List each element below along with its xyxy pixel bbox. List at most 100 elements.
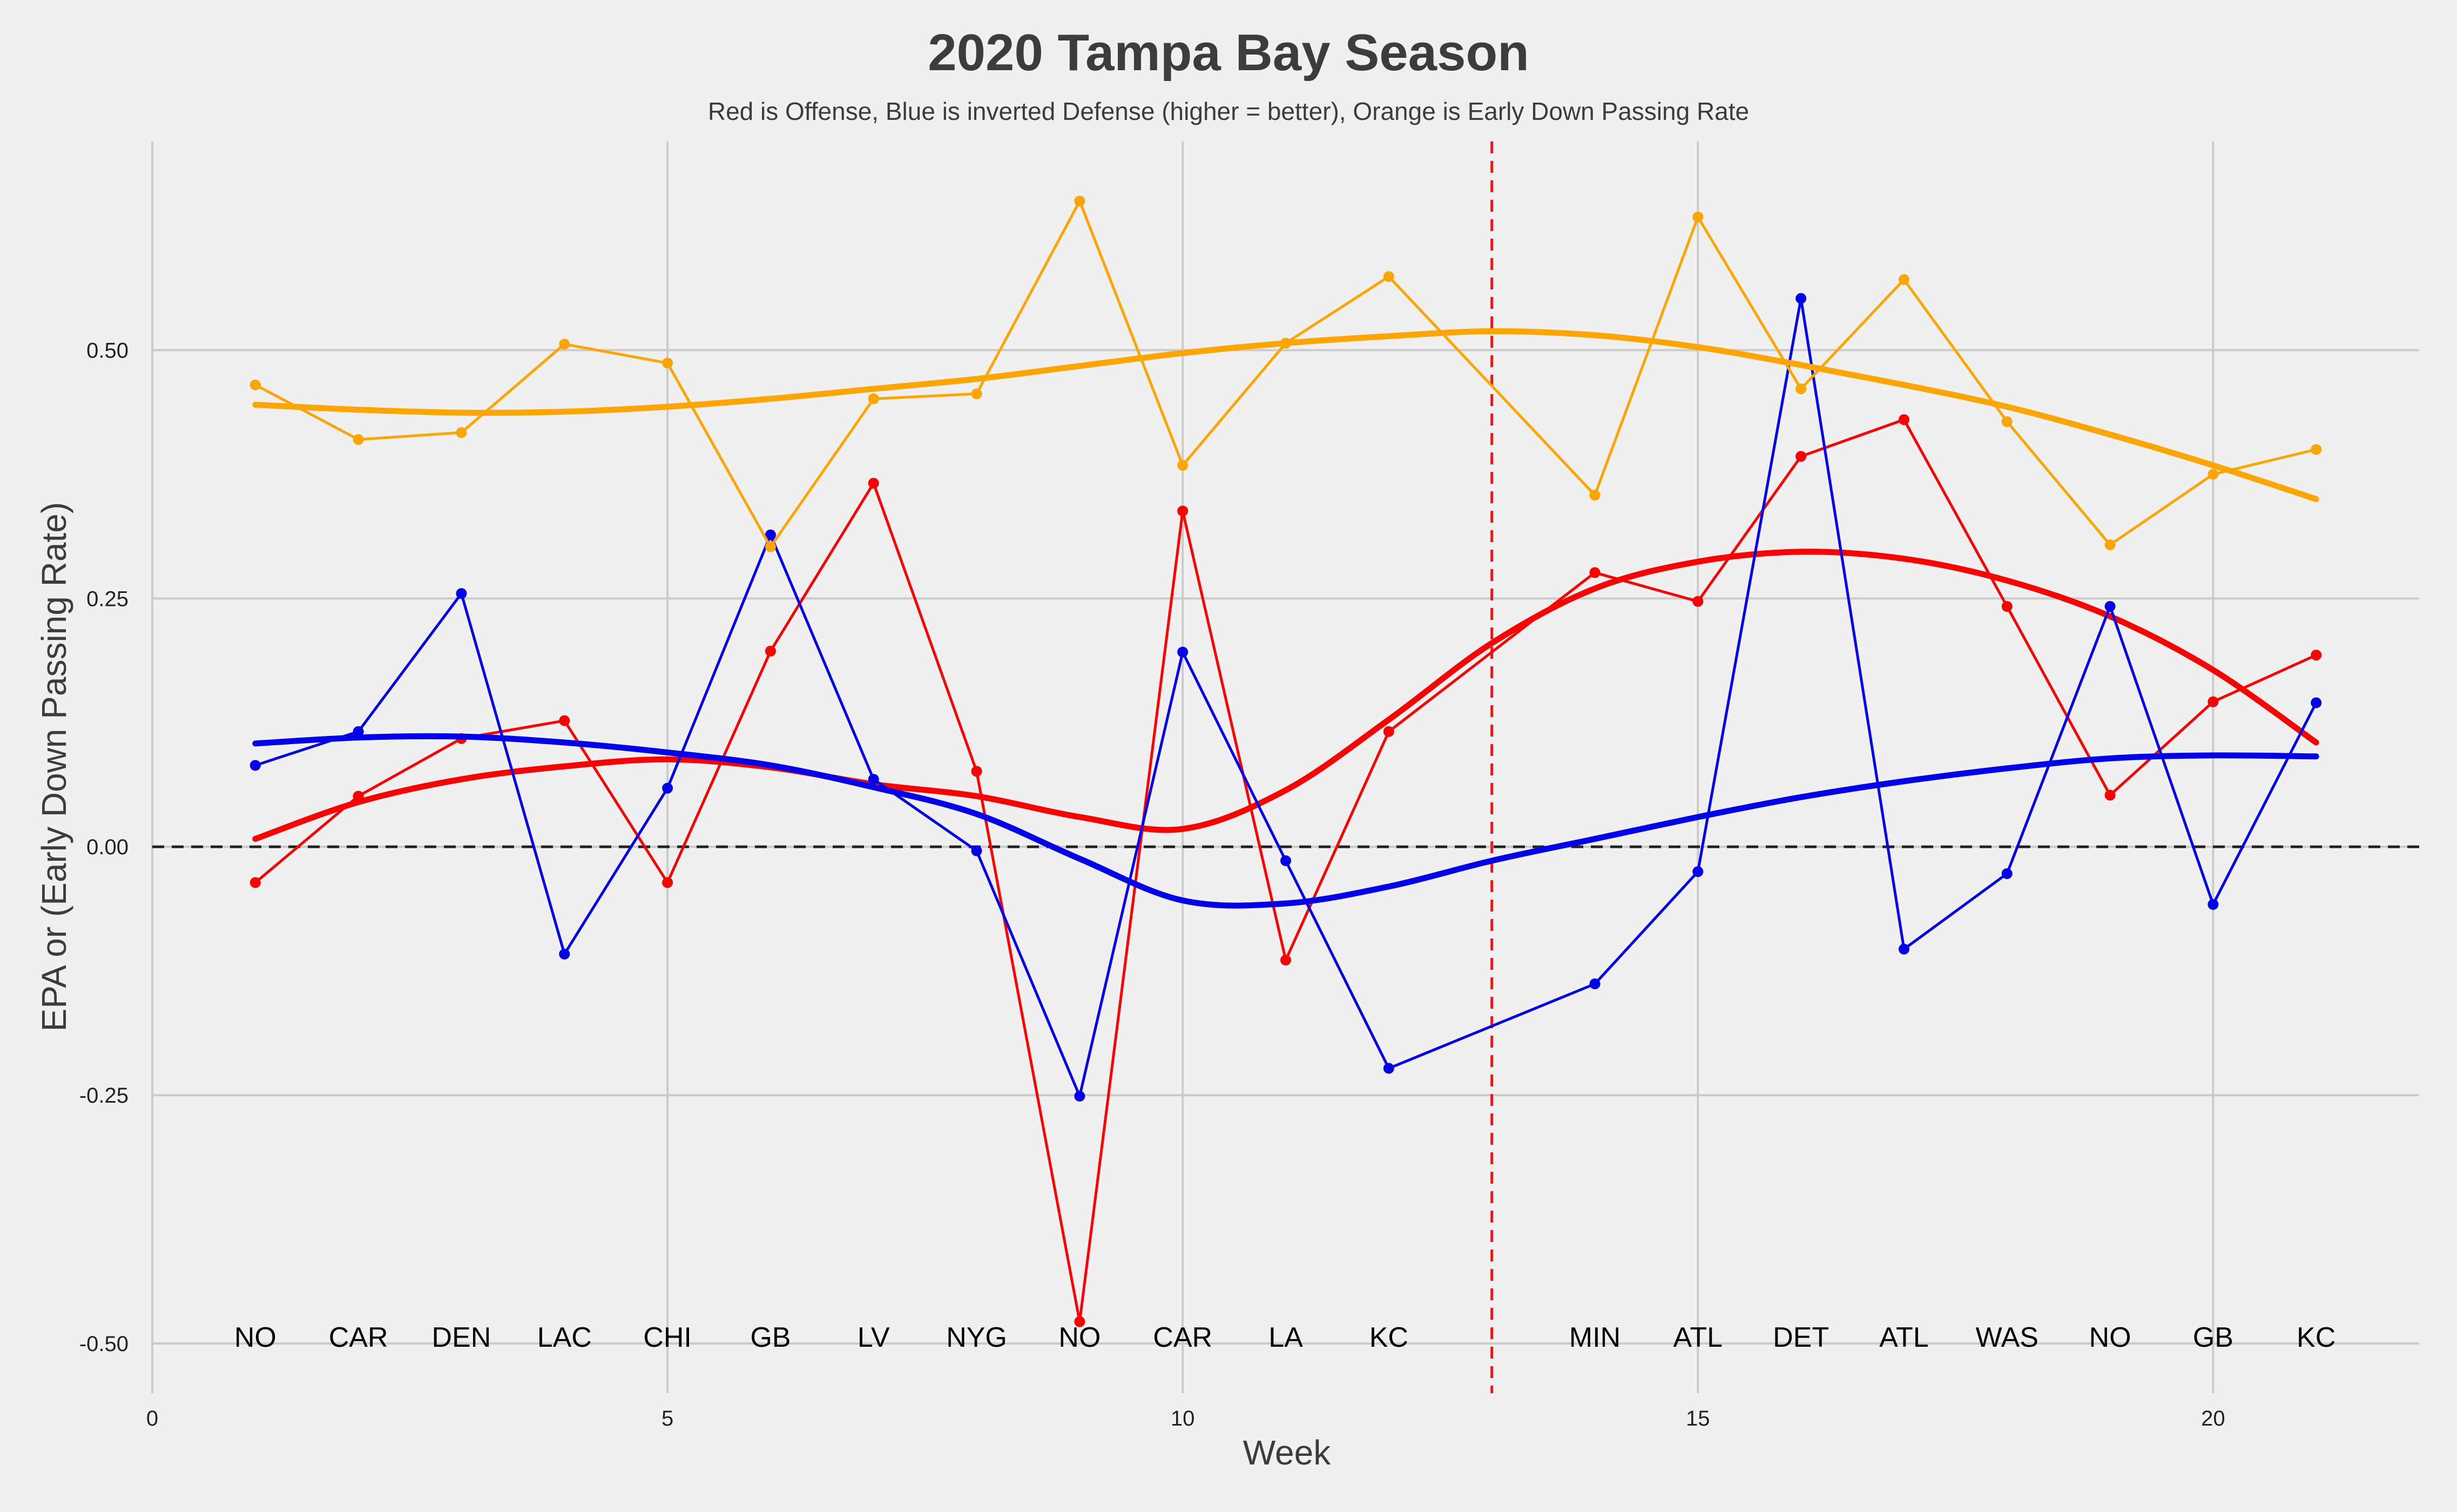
offense-point [2001,600,2013,612]
opponent-label: CAR [1153,1322,1212,1353]
offense-point [662,877,673,888]
opponent-label: NO [234,1322,276,1353]
opponent-label: KC [1369,1322,1408,1353]
x-tick-label: 15 [1686,1407,1710,1430]
series-offense [249,414,2322,1327]
offense-point [559,715,570,726]
defense_inverted-point [1796,293,1807,304]
defense_inverted-point [1074,1090,1085,1102]
opponent-label: KC [2297,1322,2336,1353]
reference-lines [152,141,2419,1393]
opponent-label: MIN [1569,1322,1621,1353]
early_down_pass_rate-point [1692,211,1704,222]
early_down_pass_rate-point [353,434,364,445]
defense_inverted-point [1589,978,1601,990]
chart-subtitle: Red is Offense, Blue is inverted Defense… [708,97,1749,125]
series-early_down_pass_rate [249,195,2322,552]
offense-point [1383,726,1394,737]
opponent-label: ATL [1879,1322,1929,1353]
opponent-label: GB [750,1322,791,1353]
offense-point [1796,451,1807,462]
defense_inverted-point [2104,600,2116,612]
defense_inverted-line [255,297,2318,1098]
early_down_pass_rate-point [1589,489,1601,501]
x-tick-label: 0 [146,1407,158,1430]
offense-point [1177,505,1189,517]
early_down_pass_rate-point [868,393,879,404]
defense_inverted-point [1177,646,1189,658]
defense_inverted-point [868,774,879,785]
defense_inverted-point [456,588,467,599]
defense_inverted-point [2311,697,2322,708]
early_down_pass_rate-point [1898,274,1909,285]
offense-point [1074,1316,1085,1327]
opponent-label: DEN [432,1322,491,1353]
offense-point [1589,567,1601,578]
opponent-label: LA [1268,1322,1303,1353]
chart-title: 2020 Tampa Bay Season [928,24,1529,82]
offense-point [868,477,879,489]
y-tick-label: 0.00 [86,835,129,859]
early_down_pass_rate-point [1796,383,1807,395]
opponent-label: LAC [537,1322,592,1353]
early_down_pass_rate-point [2001,416,2013,427]
series-defense_inverted [249,293,2322,1102]
y-tick-label: 0.25 [86,587,129,611]
y-tick-label: -0.25 [79,1084,129,1108]
defense_inverted-point [1383,1063,1394,1074]
offense-point [2104,789,2116,801]
labels-group: -0.50 -0.25 0.00 0.25 0.50 0 5 10 15 20 NO CAR DEN LA… [79,339,2336,1430]
defense_inverted-point [1692,866,1704,878]
y-tick-label: 0.50 [86,339,129,362]
defense_inverted-point [2001,868,2013,879]
early_down_pass_rate-point [662,357,673,369]
x-tick-label: 5 [662,1407,673,1430]
opponent-label: CAR [329,1322,388,1353]
x-tick-label: 20 [2201,1407,2225,1430]
defense_inverted-point [765,529,776,541]
defense_inverted-point [2208,899,2219,910]
defense_inverted-trend-line [252,733,2319,909]
opponent-label: NO [2089,1322,2131,1353]
opponent-label: DET [1773,1322,1829,1353]
early_down_pass_rate-point [765,541,776,552]
offense-point [1898,414,1909,426]
early_down_pass_rate-trend-line [252,328,2319,502]
opponent-label: GB [2193,1322,2233,1353]
x-axis-label: Week [1243,1433,1331,1472]
offense-trend-line [252,549,2319,842]
series-group [249,195,2322,1327]
early_down_pass_rate-point [249,379,261,390]
offense-point [2208,696,2219,707]
y-tick-label: -0.50 [79,1332,129,1356]
defense_inverted-point [662,782,673,794]
offense-point [765,645,776,657]
early_down_pass_rate-point [1177,460,1189,471]
defense_inverted-point [559,948,570,960]
defense_inverted-point [971,845,982,856]
early_down_pass_rate-point [559,339,570,350]
offense-point [2311,650,2322,661]
y-axis-label: EPA or (Early Down Passing Rate) [35,502,73,1032]
early_down_pass_rate-line [254,199,2317,549]
offense-point [249,877,261,888]
defense_inverted-point [353,726,364,737]
early_down_pass_rate-point [1074,195,1085,207]
defense_inverted-point [249,760,261,771]
offense-point [971,766,982,777]
opponent-label: WAS [1975,1322,2039,1353]
opponent-label: LV [858,1322,890,1353]
opponent-label: NO [1058,1322,1101,1353]
defense_inverted-point [1898,943,1909,955]
early_down_pass_rate-point [2208,469,2219,480]
defense_inverted-point [1280,855,1291,866]
early_down_pass_rate-point [2311,444,2322,455]
early_down_pass_rate-point [1383,271,1394,282]
opponent-label: NYG [946,1322,1007,1353]
offense-point [1280,954,1291,966]
early_down_pass_rate-point [456,427,467,438]
opponent-label: CHI [643,1322,692,1353]
early_down_pass_rate-point [971,388,982,400]
